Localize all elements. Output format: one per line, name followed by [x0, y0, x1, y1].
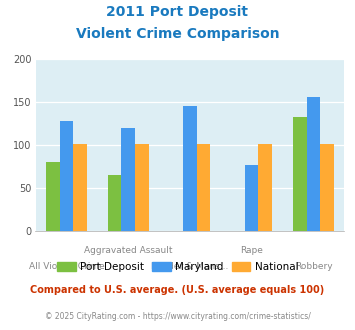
- Bar: [307, 97, 320, 231]
- Bar: [197, 144, 210, 231]
- Bar: [108, 175, 121, 231]
- Bar: [135, 144, 148, 231]
- Text: Rape: Rape: [240, 246, 263, 255]
- Text: Robbery: Robbery: [295, 262, 332, 271]
- Bar: [121, 128, 135, 231]
- Bar: [258, 144, 272, 231]
- Bar: [293, 117, 307, 231]
- Text: Murder & Mans...: Murder & Mans...: [151, 262, 229, 271]
- Bar: [320, 144, 334, 231]
- Bar: [73, 144, 87, 231]
- Text: © 2025 CityRating.com - https://www.cityrating.com/crime-statistics/: © 2025 CityRating.com - https://www.city…: [45, 312, 310, 321]
- Text: Violent Crime Comparison: Violent Crime Comparison: [76, 27, 279, 41]
- Legend: Port Deposit, Maryland, National: Port Deposit, Maryland, National: [53, 258, 302, 276]
- Bar: [183, 106, 197, 231]
- Bar: [46, 162, 60, 231]
- Text: Aggravated Assault: Aggravated Assault: [84, 246, 173, 255]
- Bar: [60, 121, 73, 231]
- Text: All Violent Crime: All Violent Crime: [28, 262, 104, 271]
- Bar: [245, 165, 258, 231]
- Text: 2011 Port Deposit: 2011 Port Deposit: [106, 5, 248, 19]
- Text: Compared to U.S. average. (U.S. average equals 100): Compared to U.S. average. (U.S. average …: [31, 285, 324, 295]
